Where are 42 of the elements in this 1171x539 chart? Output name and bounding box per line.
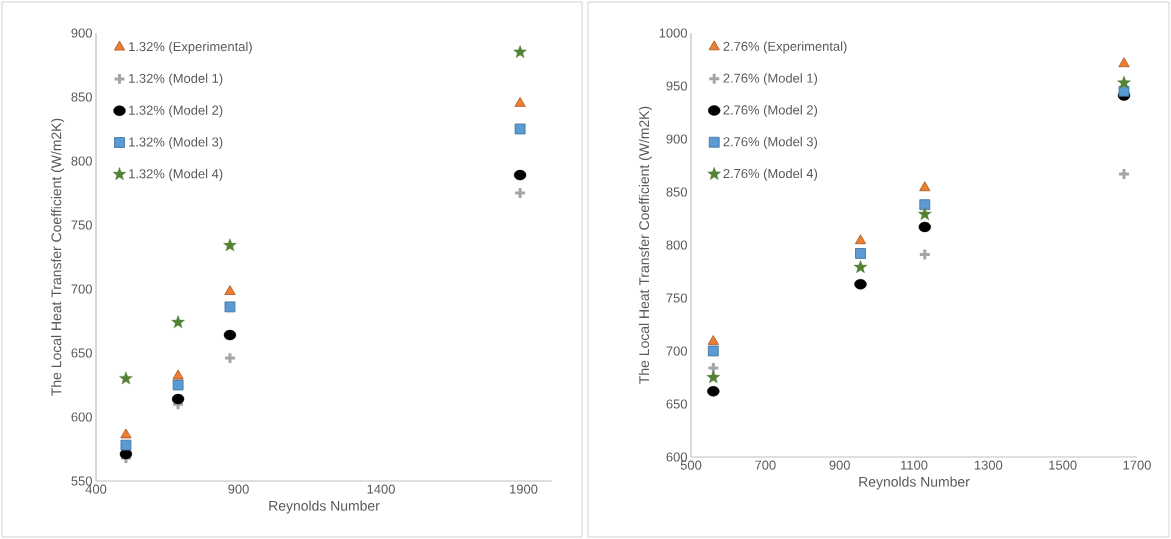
y-tick-label: 850: [666, 187, 687, 197]
x-tick-label: 1500: [1049, 460, 1077, 470]
y-tick-label: 600: [666, 452, 687, 462]
y-tick-label: 900: [71, 28, 92, 38]
x-axis-title: Reynolds Number: [859, 476, 970, 490]
x-tick-label: 900: [829, 460, 850, 470]
x-tick-label: 1300: [974, 460, 1003, 470]
y-tick-label: 750: [71, 220, 92, 230]
y-tick-label: 850: [71, 92, 92, 102]
y-tick-label: 900: [666, 134, 687, 144]
legend-label: 2.76% (Model 1): [723, 73, 818, 86]
y-axis-title: The Local Heat Transfer Coefficient (W/m2K): [638, 106, 652, 384]
y-tick-label: 700: [666, 346, 687, 356]
y-tick-label: 700: [71, 284, 92, 294]
y-tick-label: 800: [71, 156, 92, 166]
x-tick-label: 1100: [901, 460, 928, 470]
legend-label: 2.76% (Model 3): [723, 136, 818, 149]
legend-label: 2.76% (Experimental): [723, 41, 847, 54]
y-tick-label: 650: [71, 348, 92, 358]
x-tick-label: 1900: [510, 484, 538, 494]
x-axis-title: Reynolds Number: [269, 500, 380, 514]
y-axis-title: The Local Heat Transfer Coefficient (W/m2K): [51, 118, 65, 396]
legend-label: 1.32% (Model 4): [129, 168, 223, 181]
x-tick-label: 400: [85, 484, 107, 494]
legend-label: 1.32% (Model 1): [129, 73, 223, 86]
y-tick-label: 800: [666, 240, 687, 250]
legend-label: 1.32% (Model 3): [129, 137, 223, 150]
legend-label: 2.76% (Model 2): [723, 105, 818, 118]
x-tick-label: 500: [680, 460, 702, 470]
y-tick-label: 750: [666, 293, 687, 303]
x-tick-label: 1400: [367, 484, 395, 494]
x-tick-label: 700: [755, 460, 776, 470]
legend-label: 1.32% (Experimental): [129, 41, 252, 54]
legend-label: 1.32% (Model 2): [129, 105, 223, 118]
y-tick-label: 950: [666, 81, 687, 91]
x-tick-label: 1700: [1123, 460, 1151, 470]
y-tick-label: 550: [71, 476, 92, 486]
y-tick-label: 1000: [659, 28, 687, 38]
y-tick-label: 650: [666, 399, 687, 409]
x-tick-label: 900: [228, 484, 249, 494]
y-tick-label: 600: [71, 412, 92, 422]
legend-label: 2.76% (Model 4): [723, 168, 818, 181]
